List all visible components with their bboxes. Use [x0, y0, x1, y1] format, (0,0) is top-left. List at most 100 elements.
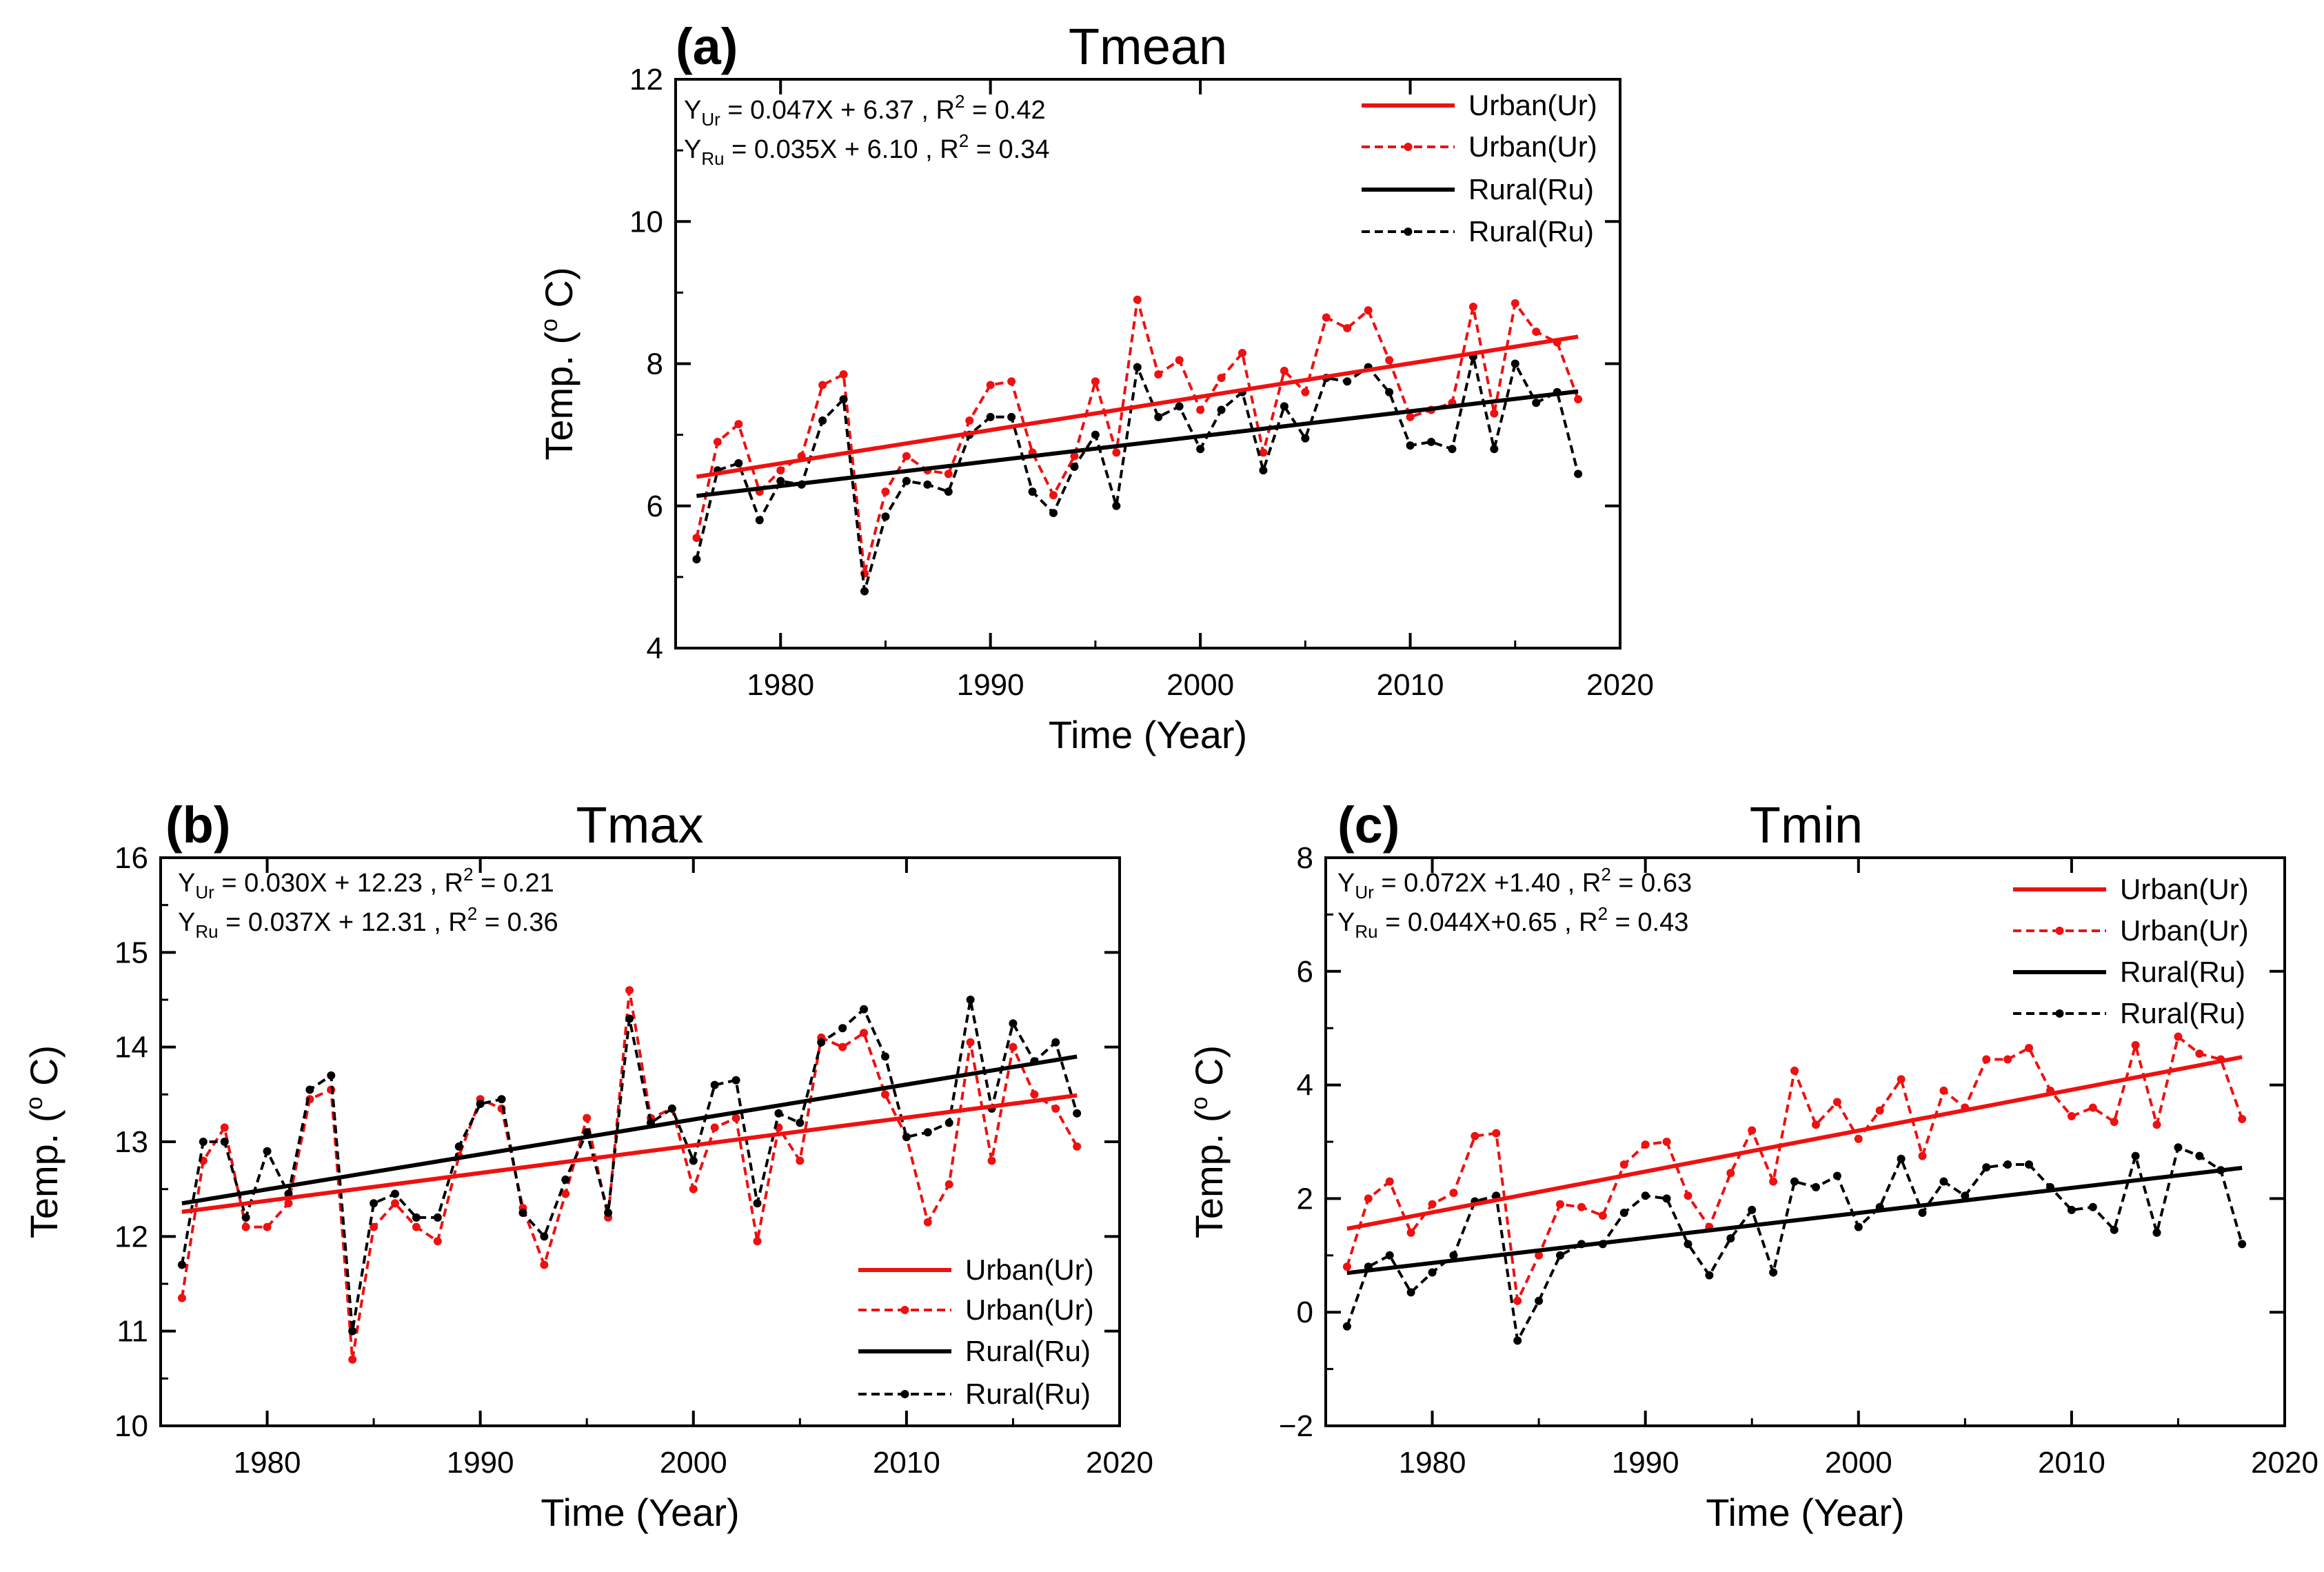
urban-annual-point	[1532, 328, 1541, 336]
plot-frame	[674, 78, 1621, 649]
rural-annual-point	[1406, 1288, 1415, 1297]
rural-annual-point	[2174, 1143, 2183, 1152]
y-tick-label: −2	[1279, 1409, 1313, 1443]
equation-r2-value: = 0.36	[477, 908, 558, 937]
urban-annual-point	[241, 1222, 250, 1231]
urban-annual-point	[1510, 299, 1519, 308]
equation-subscript: Ru	[1355, 921, 1377, 942]
urban-annual-point	[2195, 1049, 2204, 1058]
rural-annual-point	[1259, 466, 1268, 475]
urban-annual-point	[1280, 366, 1289, 375]
equation-rhs: = 0.044X+0.65 , R	[1378, 908, 1598, 937]
urban-annual-point	[540, 1260, 549, 1269]
legend-label: Rural(Ru)	[1468, 173, 1594, 205]
rural-annual-point	[1982, 1163, 1991, 1172]
urban-annual-point	[1259, 448, 1268, 457]
urban-annual-point	[1641, 1140, 1650, 1149]
rural-annual-point	[817, 1038, 826, 1047]
urban-annual-point	[1598, 1211, 1607, 1220]
rural-annual-point	[839, 395, 848, 404]
regression-equation: YUr = 0.047X + 6.37 , R2 = 0.42	[684, 91, 1046, 130]
urban-annual-point	[734, 420, 743, 429]
y-tick-label: 8	[647, 347, 663, 381]
legend-label: Urban(Ur)	[2120, 914, 2249, 947]
urban-annual-point	[1468, 303, 1477, 311]
y-tick-label: 13	[114, 1125, 148, 1159]
equation-y: Y	[684, 96, 701, 125]
urban-annual-point	[1406, 412, 1415, 421]
x-tick-label: 1980	[747, 668, 814, 702]
panel-tmin: 1980 1990 2000 2010 2020 −2 0 2 4 6 8 (c) Tmin Time (…	[1186, 796, 2318, 1534]
y-tick-label: 8	[1297, 841, 1313, 875]
urban-annual-point	[1133, 295, 1142, 304]
x-tick-label: 1990	[447, 1446, 514, 1480]
rural-annual-point	[1406, 441, 1415, 450]
x-tick-label: 2010	[873, 1446, 940, 1480]
rural-annual-point	[2195, 1151, 2204, 1160]
legend-label: Rural(Ru)	[965, 1378, 1091, 1410]
equation-subscript: Ru	[701, 148, 724, 169]
rural-annual-point	[2025, 1160, 2034, 1169]
y-axis-title-unit: C)	[22, 1045, 65, 1097]
urban-annual-point	[1492, 1129, 1501, 1138]
rural-annual-point	[433, 1213, 442, 1222]
rural-annual-point	[1556, 1251, 1565, 1260]
rural-annual-point	[454, 1142, 463, 1151]
legend-label: Urban(Ur)	[2120, 873, 2249, 905]
urban-annual-point	[2067, 1111, 2076, 1120]
y-tick-label: 15	[114, 936, 148, 969]
urban-annual-line	[1345, 1034, 2244, 1306]
rural-annual-point	[1513, 1336, 1522, 1345]
rural-annual-point	[1854, 1222, 1863, 1231]
urban-annual-point	[986, 381, 995, 390]
equation-subscript: Ur	[1355, 882, 1374, 903]
rural-annual-point	[1532, 399, 1541, 407]
y-tick-label: 12	[629, 63, 663, 97]
rural-annual-point	[1028, 487, 1037, 496]
rural-annual-point	[1073, 1109, 1082, 1118]
x-tick-label: 2020	[1086, 1446, 1153, 1480]
urban-annual-point	[860, 1029, 869, 1038]
equation-rhs: = 0.037X + 12.31 , R	[219, 908, 467, 937]
urban-annual-point	[692, 534, 701, 543]
urban-annual-point	[2238, 1115, 2247, 1124]
panel-tmax: 1980 1990 2000 2010 2020 10 11 12 13 14 15 16 (b) Tma…	[21, 796, 1153, 1534]
equation-y: Y	[1337, 908, 1355, 937]
rural-annual-point	[1007, 412, 1016, 421]
regression-equation: YRu = 0.044X+0.65 , R2 = 0.43	[1337, 903, 1688, 942]
x-tick-label: 1990	[957, 668, 1024, 702]
equation-r2-superscript: 2	[1601, 864, 1610, 885]
y-tick-label: 2	[1297, 1182, 1313, 1216]
rural-annual-point	[540, 1232, 549, 1241]
urban-trend-line	[181, 1093, 1078, 1214]
y-tick-label: 6	[1297, 955, 1313, 989]
urban-annual-point	[412, 1222, 421, 1231]
x-tick-label: 2020	[2251, 1446, 2318, 1480]
x-axis-title: Time (Year)	[1049, 713, 1247, 756]
urban-annual-point	[1513, 1296, 1522, 1305]
rural-annual-line	[1346, 1145, 2244, 1345]
rural-annual-point	[1428, 1268, 1437, 1277]
x-axis-title: Time (Year)	[1706, 1491, 1904, 1534]
urban-annual-point	[1051, 1104, 1060, 1113]
rural-annual-point	[1449, 1251, 1458, 1260]
urban-annual-point	[2174, 1032, 2183, 1041]
rural-annual-point	[561, 1175, 570, 1184]
rural-annual-point	[1662, 1194, 1671, 1203]
urban-annual-point	[1449, 1189, 1458, 1198]
equation-r2-value: = 0.34	[969, 135, 1049, 164]
urban-annual-point	[1073, 1142, 1082, 1151]
urban-annual-point	[1982, 1055, 1991, 1064]
rural-annual-point	[1790, 1177, 1799, 1186]
equation-rhs: = 0.072X +1.40 , R	[1374, 869, 1601, 898]
urban-annual-point	[710, 1123, 719, 1132]
urban-annual-point	[1030, 1090, 1039, 1099]
rural-annual-point	[2003, 1160, 2012, 1169]
rural-annual-point	[734, 458, 743, 467]
urban-annual-point	[2110, 1118, 2119, 1127]
y-axis-title-unit: C)	[537, 267, 580, 319]
urban-annual-point	[1196, 405, 1205, 414]
rural-annual-point	[966, 996, 975, 1004]
rural-annual-point	[1832, 1171, 1841, 1180]
